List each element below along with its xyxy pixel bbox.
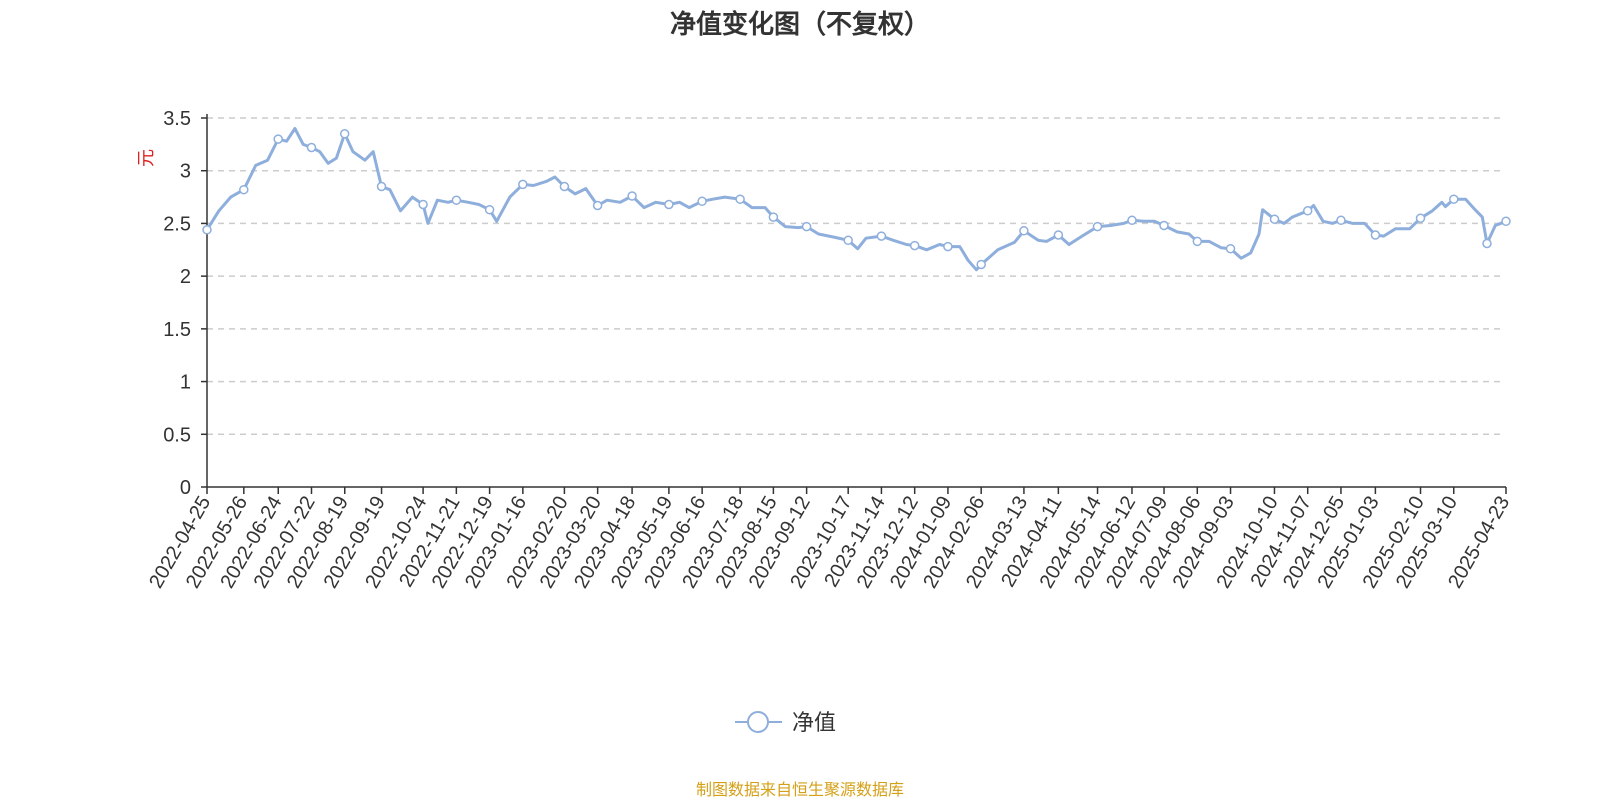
data-point — [1415, 213, 1426, 223]
data-point — [697, 196, 707, 207]
y-tick-label: 3.5 — [163, 108, 191, 130]
data-point — [202, 225, 212, 235]
chart-title: 净值变化图（不复权） — [669, 10, 930, 40]
y-tick-label: 1.5 — [163, 319, 191, 341]
legend[interactable]: 净值 — [735, 710, 836, 735]
data-point — [418, 199, 428, 210]
data-point — [1053, 230, 1064, 240]
data-point — [1449, 194, 1459, 204]
data-point — [664, 199, 674, 210]
data-point — [376, 181, 387, 192]
data-point — [735, 194, 745, 204]
data-point — [801, 221, 812, 232]
y-tick-label: 2 — [180, 266, 191, 288]
y-tick-label: 2.5 — [163, 213, 191, 235]
data-point — [306, 142, 317, 153]
data-point — [1370, 230, 1381, 240]
data-point — [943, 241, 953, 252]
data-point — [1159, 220, 1169, 231]
data-point — [1192, 236, 1203, 247]
data-point — [1127, 215, 1137, 226]
data-point — [909, 240, 920, 251]
data-point — [1501, 216, 1511, 227]
data-point — [559, 181, 570, 192]
data-point — [1302, 206, 1313, 216]
data-point — [239, 184, 249, 195]
data-point — [1225, 243, 1236, 254]
data-point — [1336, 215, 1346, 226]
y-tick-labels: 0 0.5 1 1.5 2 2.5 3 3.5 — [163, 108, 191, 499]
data-point — [876, 231, 887, 241]
data-point — [273, 134, 283, 144]
y-axis-label: 元 — [136, 149, 156, 167]
axes — [201, 114, 1507, 494]
x-tick-labels: 2022-04-252022-05-262022-06-242022-07-22… — [145, 492, 1514, 592]
data-point — [843, 235, 853, 246]
data-point — [484, 204, 495, 215]
data-point — [976, 259, 986, 270]
data-point — [1019, 226, 1029, 236]
data-point — [1092, 221, 1103, 232]
data-point — [339, 129, 350, 139]
y-tick-label: 0.5 — [163, 424, 191, 446]
data-point — [1269, 214, 1280, 224]
data-point — [768, 212, 779, 222]
data-point — [518, 179, 528, 190]
data-point — [1482, 238, 1492, 249]
y-tick-label: 3 — [180, 161, 191, 183]
grid-lines — [207, 117, 1500, 436]
series-net-value — [202, 127, 1511, 272]
y-tick-label: 1 — [180, 372, 191, 394]
data-point — [451, 195, 462, 205]
y-tick-label: 0 — [180, 477, 191, 499]
legend-marker-icon — [747, 711, 769, 733]
data-point — [627, 191, 637, 201]
source-note: 制图数据来自恒生聚源数据库 — [695, 780, 904, 799]
legend-label: 净值 — [792, 710, 836, 735]
data-point — [592, 200, 603, 211]
series-line — [205, 127, 1508, 272]
